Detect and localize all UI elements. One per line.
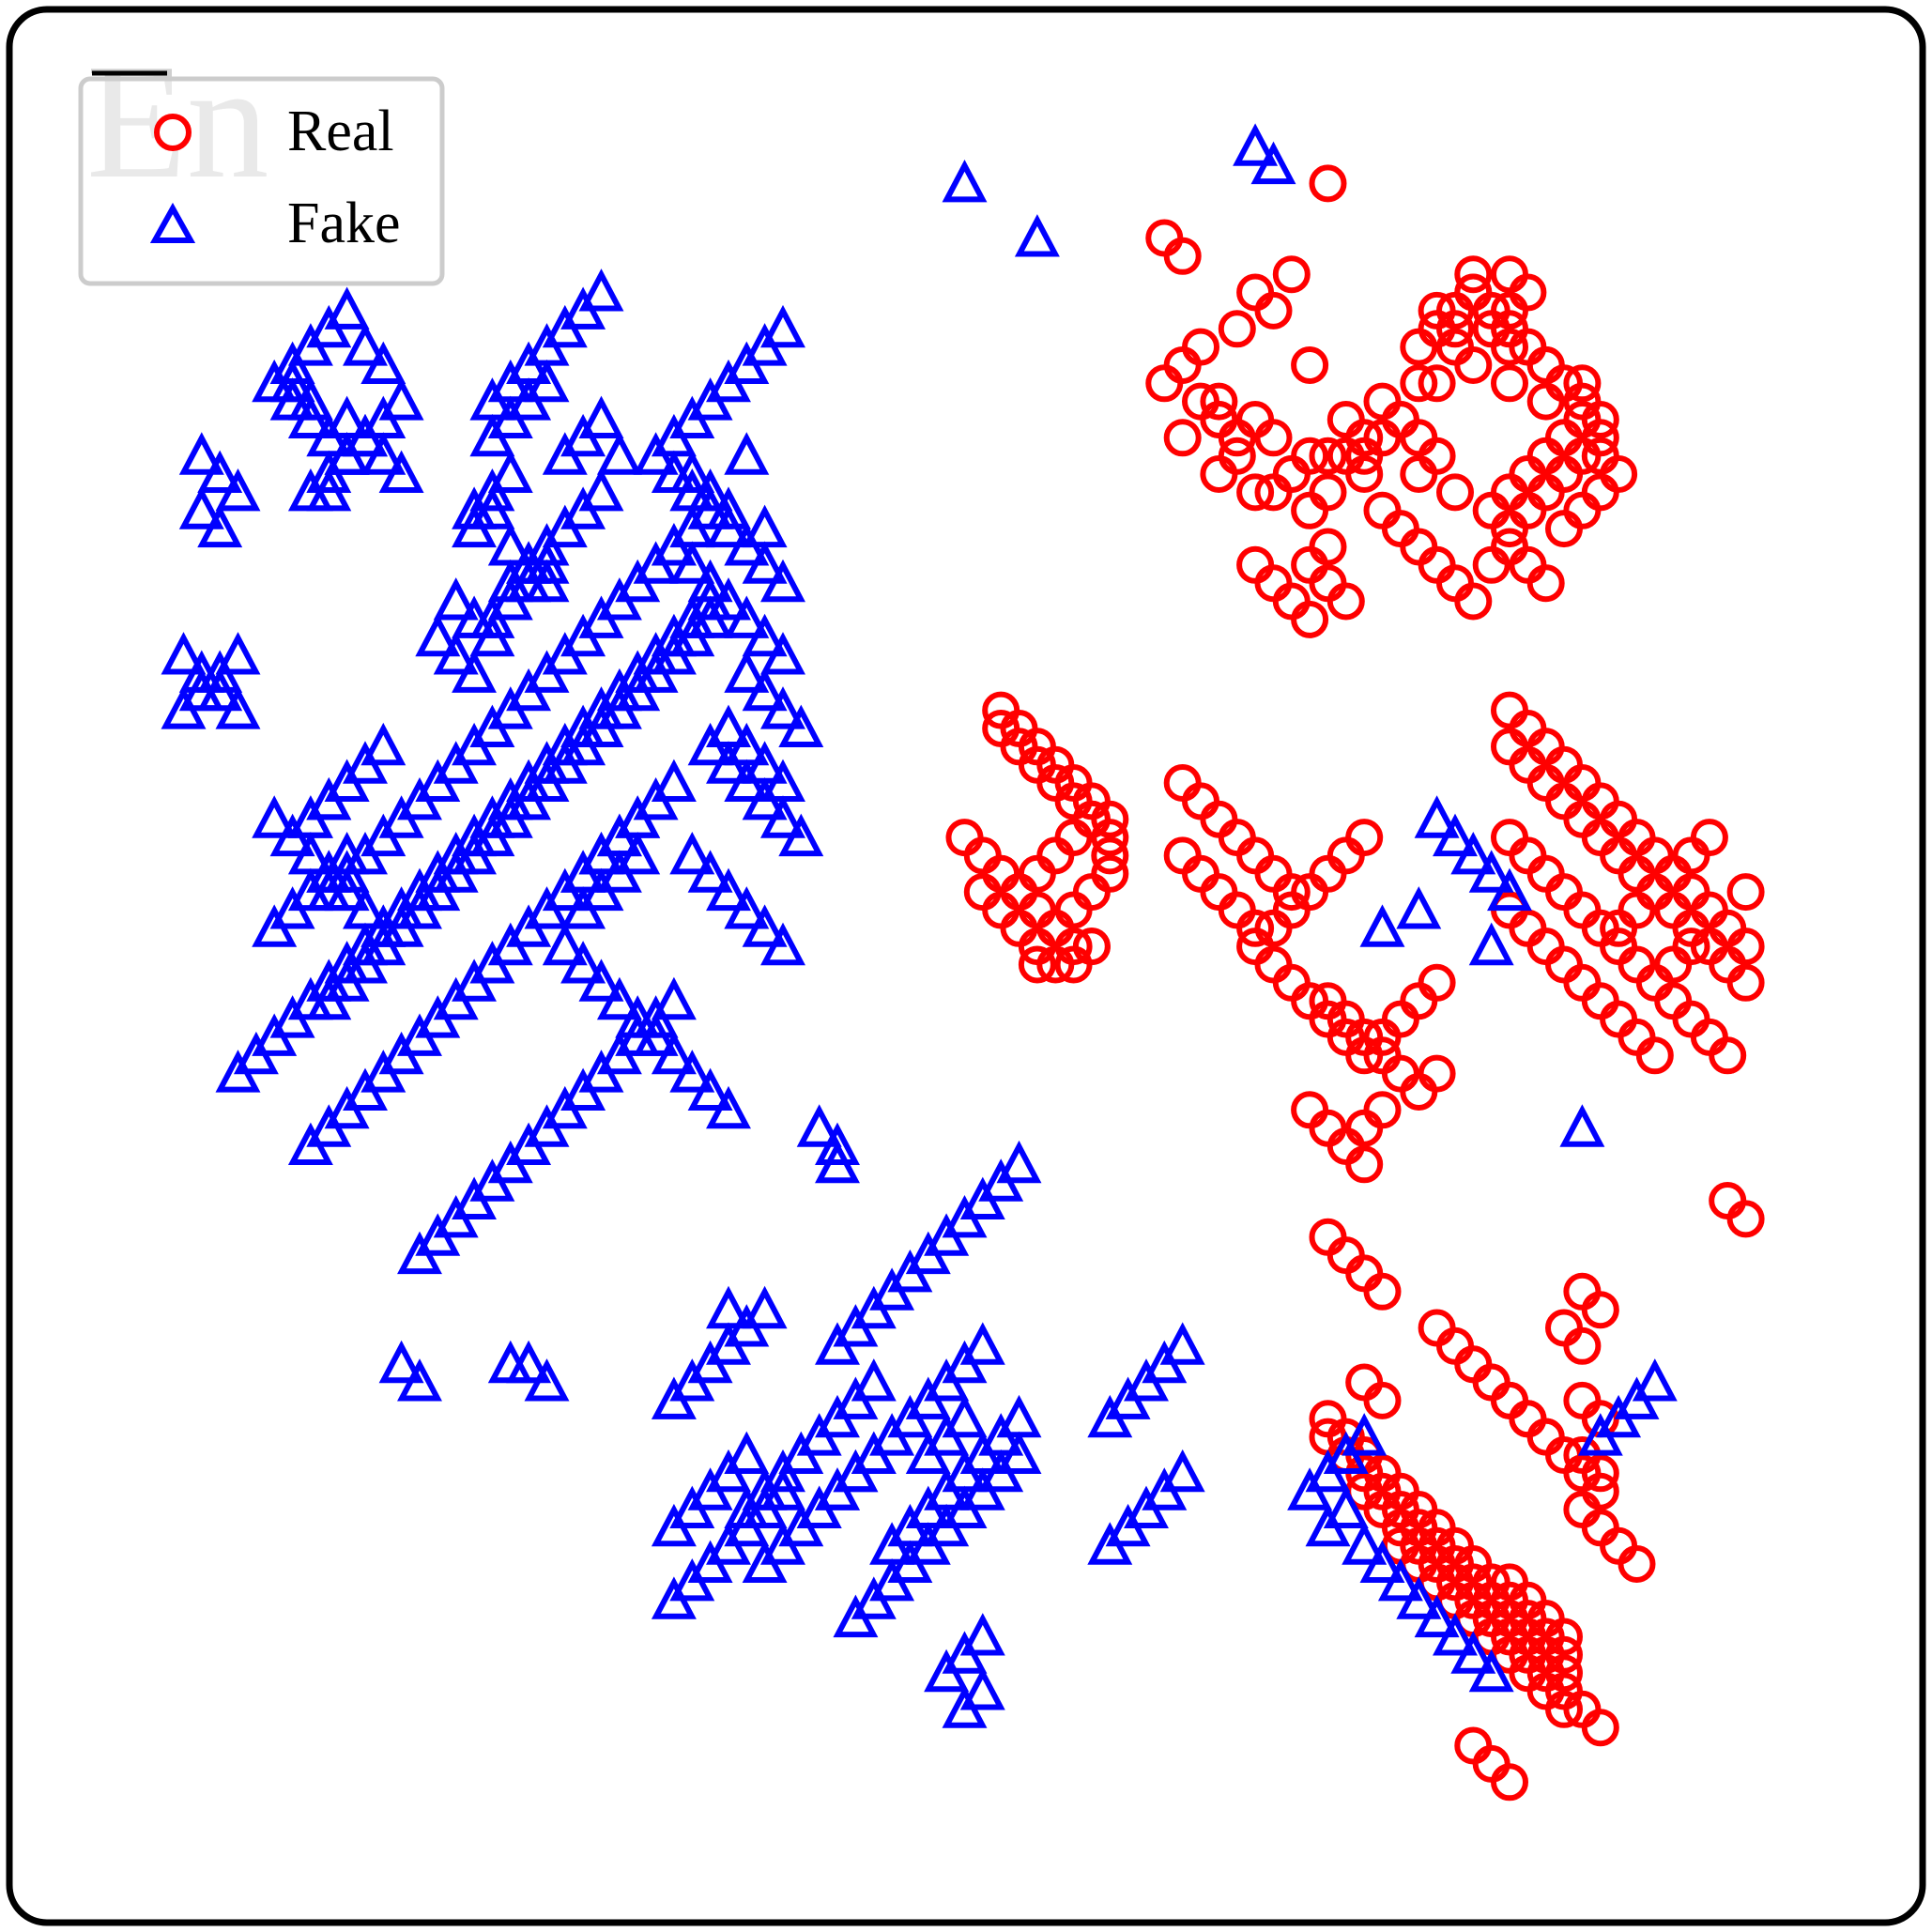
legend-fake-label: Fake xyxy=(287,192,401,255)
legend-real-label: Real xyxy=(287,100,394,163)
